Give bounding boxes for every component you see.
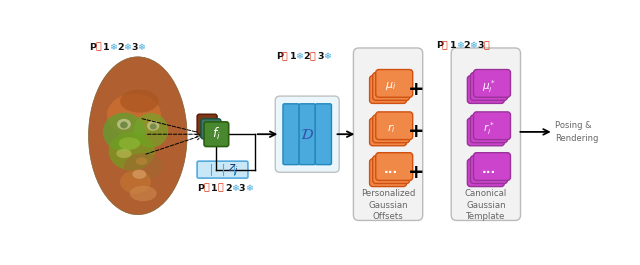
- Ellipse shape: [120, 170, 151, 193]
- Text: P: P: [276, 52, 283, 61]
- Text: ❄: ❄: [245, 184, 253, 193]
- Text: ❄: ❄: [231, 184, 239, 193]
- Text: P: P: [436, 41, 443, 50]
- Text: 1: 1: [211, 184, 218, 193]
- FancyBboxPatch shape: [376, 112, 413, 140]
- Text: 2: 2: [303, 52, 310, 61]
- Ellipse shape: [118, 137, 140, 150]
- Ellipse shape: [103, 113, 145, 151]
- FancyBboxPatch shape: [197, 114, 217, 134]
- FancyBboxPatch shape: [369, 118, 406, 146]
- FancyBboxPatch shape: [197, 161, 248, 178]
- Text: ❄: ❄: [323, 52, 332, 61]
- FancyBboxPatch shape: [467, 159, 504, 187]
- Text: ...: ...: [384, 163, 398, 176]
- FancyBboxPatch shape: [451, 48, 520, 220]
- Text: +: +: [408, 163, 425, 182]
- Text: $\mu_i^*$: $\mu_i^*$: [482, 78, 496, 95]
- Text: 1: 1: [450, 41, 456, 50]
- FancyBboxPatch shape: [283, 104, 299, 165]
- Text: P: P: [90, 43, 96, 52]
- FancyBboxPatch shape: [353, 48, 422, 220]
- FancyBboxPatch shape: [376, 69, 413, 97]
- Ellipse shape: [107, 94, 161, 136]
- FancyBboxPatch shape: [369, 159, 406, 187]
- Ellipse shape: [120, 122, 128, 129]
- Text: 3: 3: [131, 43, 138, 52]
- Ellipse shape: [150, 123, 157, 130]
- Ellipse shape: [147, 121, 159, 131]
- Text: +: +: [408, 80, 425, 99]
- Text: 🔥: 🔥: [217, 184, 223, 193]
- Text: $f_i$: $f_i$: [212, 126, 221, 142]
- Text: Canonical
Gaussian
Template: Canonical Gaussian Template: [465, 189, 507, 221]
- Text: $z_j$: $z_j$: [228, 162, 238, 177]
- Ellipse shape: [120, 90, 159, 113]
- Text: 🔥: 🔥: [310, 52, 316, 61]
- FancyBboxPatch shape: [470, 73, 508, 100]
- FancyBboxPatch shape: [299, 104, 316, 165]
- FancyBboxPatch shape: [369, 76, 406, 103]
- FancyBboxPatch shape: [467, 76, 504, 103]
- Text: 🔥: 🔥: [282, 52, 287, 61]
- Text: ❄: ❄: [470, 41, 477, 50]
- FancyBboxPatch shape: [372, 115, 410, 143]
- FancyBboxPatch shape: [474, 69, 511, 97]
- Text: ❄: ❄: [137, 43, 145, 52]
- Text: 2: 2: [463, 41, 470, 50]
- FancyBboxPatch shape: [470, 115, 508, 143]
- FancyBboxPatch shape: [470, 156, 508, 183]
- FancyBboxPatch shape: [474, 153, 511, 180]
- Text: ❄: ❄: [123, 43, 131, 52]
- FancyBboxPatch shape: [275, 96, 339, 172]
- Ellipse shape: [117, 119, 131, 130]
- Ellipse shape: [134, 113, 168, 148]
- Text: $\mu_i$: $\mu_i$: [385, 81, 397, 92]
- Text: Personalized
Gaussian
Offsets: Personalized Gaussian Offsets: [361, 189, 415, 221]
- Ellipse shape: [132, 170, 147, 179]
- Text: ❄: ❄: [296, 52, 303, 61]
- Text: $r_i^*$: $r_i^*$: [483, 120, 495, 137]
- FancyBboxPatch shape: [204, 122, 228, 147]
- Text: 1: 1: [103, 43, 110, 52]
- Text: ❄: ❄: [109, 43, 117, 52]
- FancyBboxPatch shape: [201, 119, 221, 139]
- Ellipse shape: [116, 149, 132, 158]
- Ellipse shape: [130, 186, 157, 201]
- Text: 2: 2: [225, 184, 232, 193]
- Ellipse shape: [136, 157, 147, 165]
- FancyBboxPatch shape: [316, 104, 332, 165]
- Text: ❄: ❄: [456, 41, 464, 50]
- Text: 2: 2: [117, 43, 124, 52]
- Text: ...: ...: [482, 163, 496, 176]
- Text: 🔥: 🔥: [204, 184, 209, 193]
- Text: $r_i$: $r_i$: [387, 122, 396, 135]
- Text: $\mathcal{D}$: $\mathcal{D}$: [300, 127, 314, 142]
- Text: P: P: [197, 184, 204, 193]
- Text: 🔥: 🔥: [95, 43, 101, 52]
- Text: 🔥: 🔥: [442, 41, 448, 50]
- Text: 3: 3: [477, 41, 484, 50]
- Ellipse shape: [88, 57, 187, 215]
- Text: +: +: [408, 122, 425, 142]
- Text: 🔥: 🔥: [484, 41, 490, 50]
- FancyBboxPatch shape: [474, 112, 511, 140]
- FancyBboxPatch shape: [372, 156, 410, 183]
- Ellipse shape: [109, 132, 155, 170]
- Text: 1: 1: [289, 52, 296, 61]
- Text: 3: 3: [239, 184, 245, 193]
- Ellipse shape: [124, 153, 163, 180]
- FancyBboxPatch shape: [372, 73, 410, 100]
- FancyBboxPatch shape: [467, 118, 504, 146]
- Text: Posing &
Rendering: Posing & Rendering: [555, 121, 598, 143]
- FancyBboxPatch shape: [376, 153, 413, 180]
- Text: 3: 3: [317, 52, 324, 61]
